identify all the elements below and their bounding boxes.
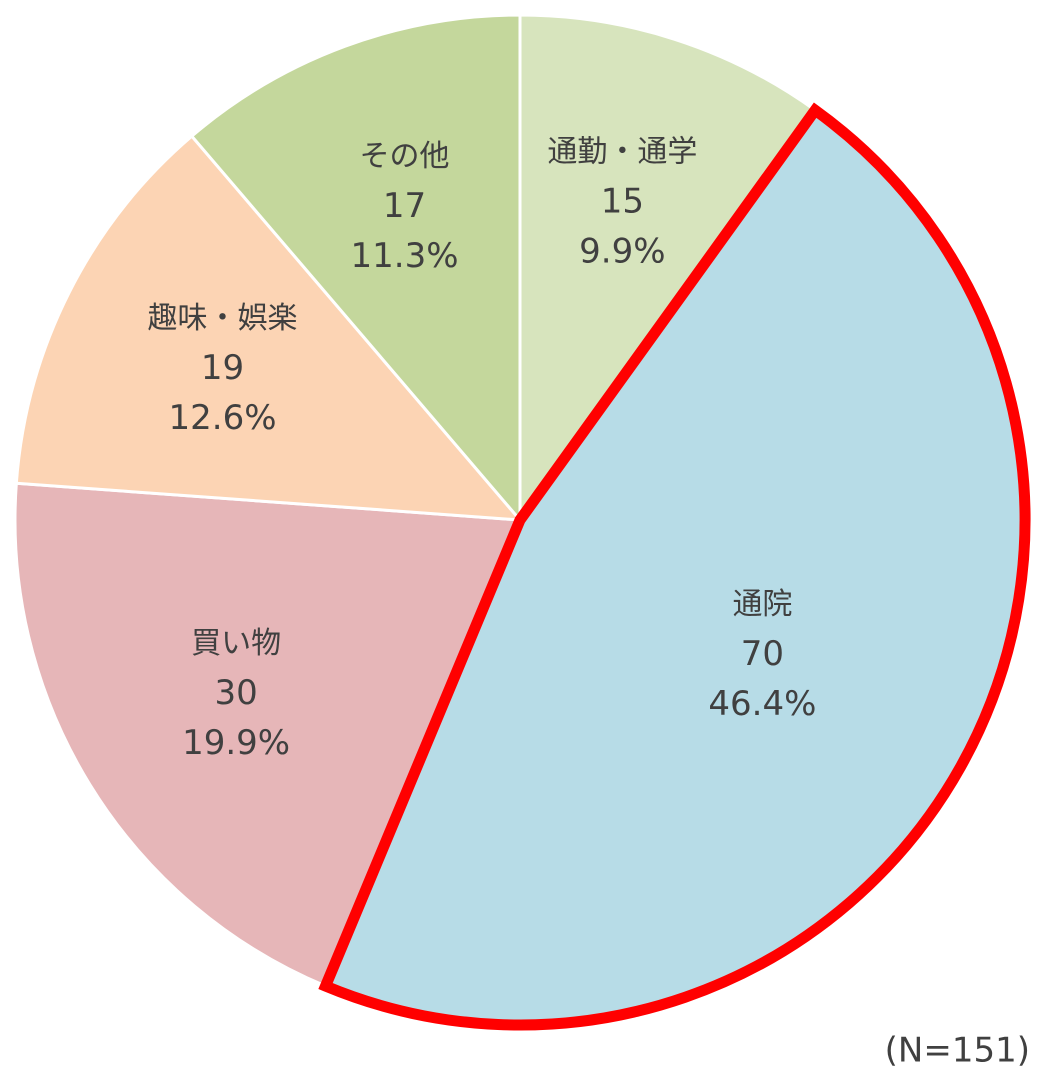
slice-value: 17: [383, 186, 426, 226]
pie-slice: [189, 13, 522, 525]
slice-percent: 12.6%: [169, 398, 277, 438]
pie-slice: [13, 481, 523, 989]
slice-value: 70: [741, 634, 784, 674]
slice-value: 19: [201, 348, 244, 388]
pie-slice: [518, 13, 818, 525]
pie-slice: [318, 102, 1031, 1031]
slice-percent: 46.4%: [708, 684, 816, 724]
slice-percent: 19.9%: [182, 723, 290, 763]
slice-value: 15: [601, 181, 644, 221]
slice-category: その他: [360, 139, 450, 174]
slice-value: 30: [214, 673, 257, 713]
slice-category: 趣味・娯楽: [148, 301, 298, 336]
annotation: (N=151): [885, 1031, 1030, 1071]
slice-category: 買い物: [191, 626, 281, 661]
slice-percent: 11.3%: [351, 236, 459, 276]
slice-percent: 9.9%: [579, 231, 665, 271]
slice-category: 通院: [732, 587, 792, 622]
slice-category: 通勤・通学: [547, 134, 697, 169]
pie-slice: [14, 134, 524, 522]
